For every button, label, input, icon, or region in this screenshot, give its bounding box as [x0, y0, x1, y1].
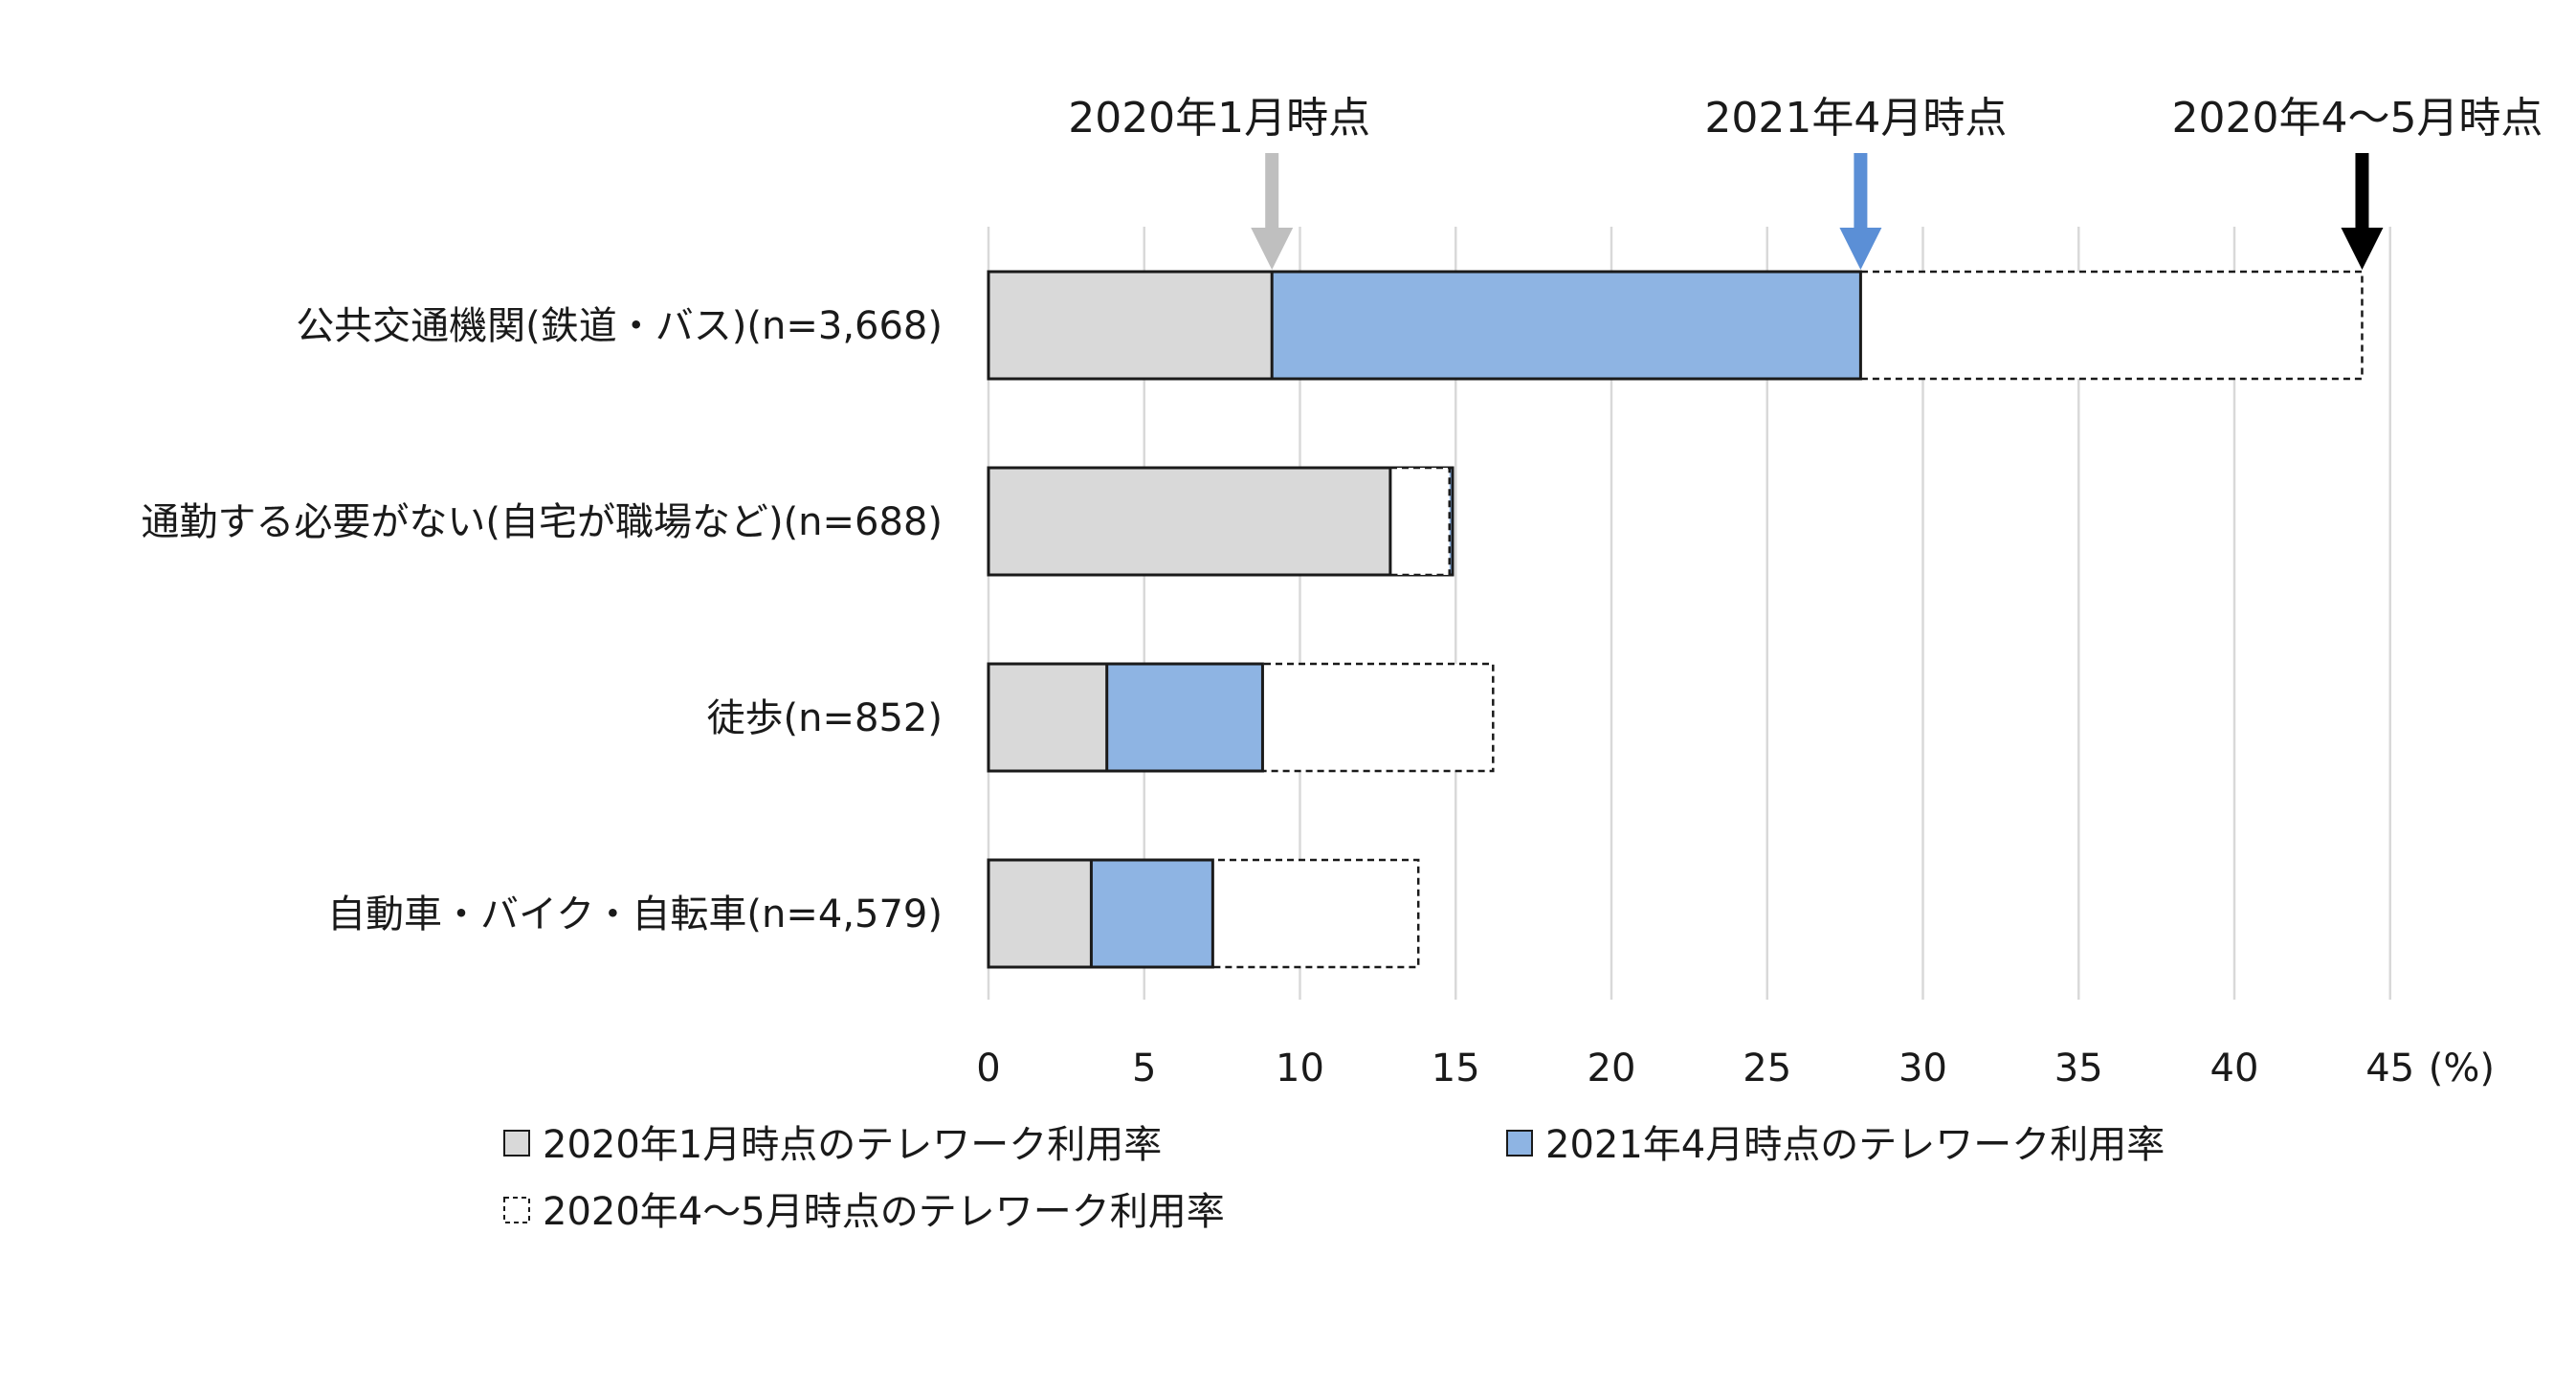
bar-series1-row2	[987, 466, 1392, 577]
tick-label: 15	[1432, 1047, 1480, 1091]
annotation-label: 2021年4月時点	[1704, 94, 2007, 143]
tick-label: 0	[976, 1047, 1000, 1091]
tick-label: 10	[1276, 1047, 1324, 1091]
legend-label-3: 2020年4～5月時点のテレワーク利用率	[543, 1190, 1225, 1234]
tick-label: 45	[2365, 1047, 2414, 1091]
category-label: 通勤する必要がない(自宅が職場など)(n=688)	[141, 500, 943, 544]
x-axis-unit-label: (%)	[2429, 1047, 2495, 1091]
time-point-annotations: 2020年1月時点 2021年4月時点 2020年4～5月時点	[1068, 94, 2543, 270]
tick-label: 40	[2210, 1047, 2259, 1091]
x-axis-tick-labels: 0 5 10 15 20 25 30 35 40 45	[976, 1047, 2414, 1091]
legend-swatch-1	[503, 1130, 530, 1157]
legend: 2020年1月時点のテレワーク利用率 2021年4月時点のテレワーク利用率 2020…	[503, 1123, 2165, 1234]
annotation-arrow-head	[2341, 228, 2384, 270]
category-label: 徒歩(n=852)	[707, 696, 943, 740]
tick-label: 30	[1899, 1047, 1947, 1091]
bar-series1-row3	[987, 662, 1109, 773]
annotation-label: 2020年4～5月時点	[2171, 94, 2543, 143]
legend-label-1: 2020年1月時点のテレワーク利用率	[543, 1123, 1162, 1167]
annotation-arrow-shaft	[1854, 153, 1868, 230]
annotation-arrow-shaft	[1265, 153, 1279, 230]
tick-label: 20	[1588, 1047, 1636, 1091]
bars	[987, 270, 2364, 969]
annotation-arrow-head	[1839, 228, 1882, 270]
annotation-label: 2020年1月時点	[1068, 94, 1370, 143]
legend-label-2: 2021年4月時点のテレワーク利用率	[1545, 1123, 2165, 1167]
annotation-arrow-shaft	[2355, 153, 2369, 230]
category-labels: 公共交通機関(鉄道・バス)(n=3,668) 通勤する必要がない(自宅が職場など)…	[141, 304, 943, 936]
category-label: 公共交通機関(鉄道・バス)(n=3,668)	[296, 304, 943, 348]
tick-label: 25	[1743, 1047, 1791, 1091]
category-label: 自動車・バイク・自転車(n=4,579)	[327, 892, 943, 936]
legend-swatch-3	[503, 1197, 530, 1223]
legend-swatch-2	[1506, 1130, 1533, 1157]
tick-label: 35	[2054, 1047, 2103, 1091]
annotation-arrow-head	[1251, 228, 1294, 270]
bar-series1-row4	[987, 858, 1093, 969]
tick-label: 5	[1132, 1047, 1156, 1091]
bar-series1-row1	[987, 270, 1274, 381]
